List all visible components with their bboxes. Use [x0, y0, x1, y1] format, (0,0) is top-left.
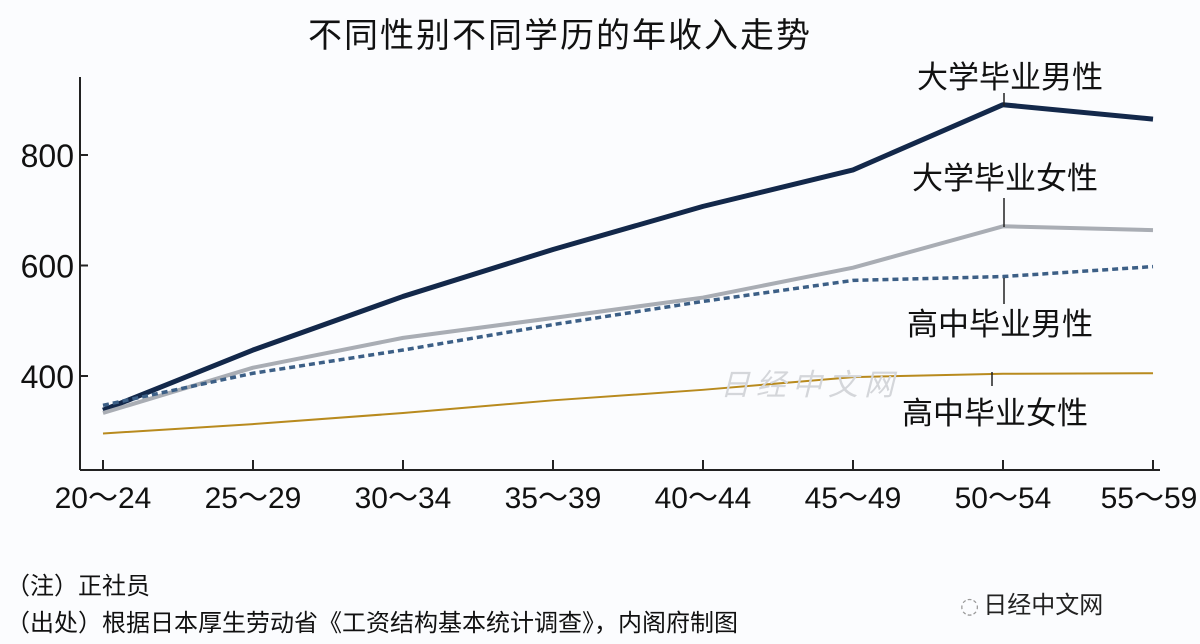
x-tick-label: 30～34 — [355, 482, 452, 515]
note-text: （注）正社员 — [6, 572, 150, 600]
x-tick-label: 25～29 — [205, 482, 302, 515]
watermark: 日经中文网 — [720, 368, 900, 403]
series-label: 大学毕业女性 — [912, 161, 1098, 197]
x-tick-label: 50～54 — [955, 482, 1052, 515]
y-tick-label: 800 — [21, 138, 74, 174]
x-tick-label: 45～49 — [805, 482, 902, 515]
series-label: 高中毕业女性 — [902, 396, 1088, 432]
x-tick-label: 35～39 — [505, 482, 602, 515]
weibo-icon: ◌ — [960, 594, 980, 619]
x-tick-label: 20～24 — [55, 482, 152, 515]
y-tick-label: 600 — [21, 249, 74, 285]
x-tick-label: 40～44 — [655, 482, 752, 515]
logo: ◌ 日经中文网 — [960, 585, 1103, 620]
line-chart: 400 600 800 20～24 25～29 30～34 35～39 40～44 45～49 5… — [21, 60, 1198, 515]
source-text: （出处）根据日本厚生劳动省《工资结构基本统计调查》，内阁府制图 — [6, 609, 738, 637]
chart-title: 不同性别不同学历的年收入走势 — [308, 16, 812, 56]
logo-text: 日经中文网 — [983, 591, 1104, 619]
series-label: 大学毕业男性 — [917, 60, 1103, 96]
series-line-1 — [102, 224, 1154, 415]
series-line-2 — [102, 264, 1154, 407]
x-tick-label: 55～59 — [1101, 482, 1198, 515]
y-tick-label: 400 — [21, 359, 74, 395]
series-label: 高中毕业男性 — [907, 307, 1093, 343]
series-line-0 — [102, 102, 1154, 413]
series-line-3 — [102, 372, 1154, 435]
